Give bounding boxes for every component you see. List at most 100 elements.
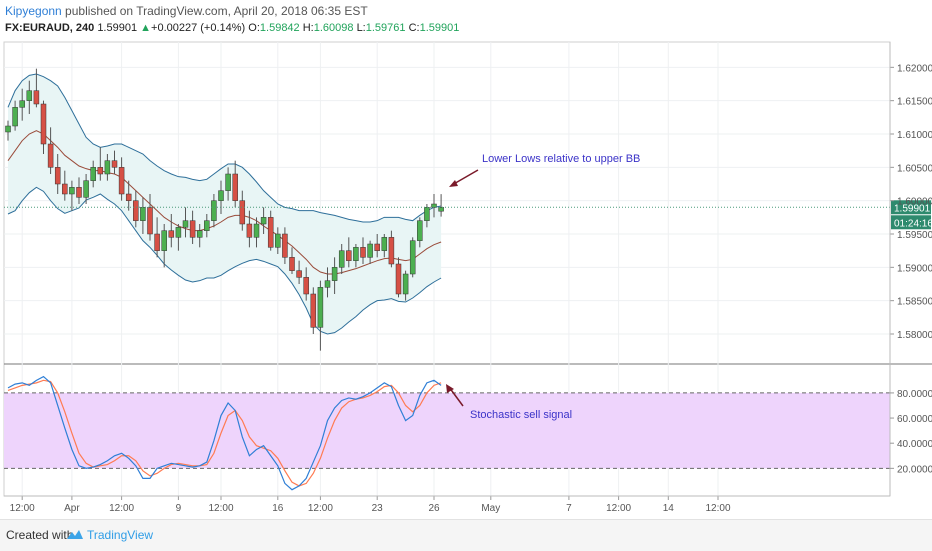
candle: [239, 200, 246, 225]
candle: [196, 230, 203, 238]
candle: [438, 207, 444, 212]
price-change: +0.00227 (+0.14%): [151, 22, 246, 34]
open-value: 1.59842: [259, 22, 300, 34]
author-name[interactable]: Kipyegonn: [5, 4, 62, 18]
candle: [125, 193, 132, 201]
osc-tick-label: 40.0000: [897, 439, 932, 450]
osc-tick-label: 80.0000: [897, 389, 932, 400]
candle: [140, 207, 146, 221]
last-price-tag: [891, 200, 931, 215]
candle: [97, 167, 104, 175]
high-label: H:: [302, 22, 314, 34]
candle: [253, 223, 260, 238]
candle: [182, 220, 189, 228]
created-with-text: Created with: [6, 528, 74, 542]
price-tick-label: 1.60500: [897, 163, 932, 174]
candle: [5, 125, 11, 133]
time-tick-label: 12:00: [606, 503, 631, 514]
candle: [26, 90, 33, 101]
published-text: published on TradingView.com, April 20, …: [61, 4, 368, 18]
candle: [381, 237, 388, 251]
candle: [168, 230, 175, 238]
footer: Created with TradingView: [0, 519, 932, 551]
open-label: O:: [248, 22, 260, 34]
candle: [62, 183, 68, 195]
tradingview-logo-icon: [67, 530, 83, 539]
price-tick-label: 1.59000: [897, 263, 932, 274]
stochastic-k-line: [7, 375, 442, 491]
candle: [367, 243, 373, 258]
candle: [12, 107, 18, 127]
candle: [346, 250, 352, 261]
bollinger-lower: [7, 186, 442, 335]
time-tick-label: 26: [428, 503, 440, 514]
osc-tick-label: 60.0000: [897, 414, 932, 425]
candle: [90, 167, 96, 181]
countdown-label: 01:24:16: [894, 218, 932, 229]
stochastic-d-line: [7, 379, 442, 487]
candle: [260, 217, 267, 225]
close-label: C:: [408, 22, 420, 34]
candle: [154, 233, 160, 251]
candle: [189, 220, 196, 238]
chart-canvas[interactable]: 1.59901 01:24:16 1.62000 1.61500 1.61000 1.6…: [0, 0, 932, 519]
price-tick-label: 1.62000: [897, 63, 932, 74]
candle: [111, 160, 118, 168]
candle: [388, 237, 395, 265]
candle: [409, 240, 416, 275]
time-tick-label: 12:00: [10, 503, 35, 514]
candle: [118, 167, 125, 195]
symbol-label: FX:EURAUD, 240: [5, 22, 95, 34]
time-tick-label: 9: [176, 503, 182, 514]
tradingview-brand[interactable]: TradingView: [87, 528, 154, 542]
candle: [402, 273, 409, 295]
time-tick-label: 14: [663, 503, 675, 514]
candle: [175, 227, 182, 238]
time-tick-label: 12:00: [109, 503, 134, 514]
time-tick-label: 12:00: [705, 503, 730, 514]
candle: [317, 287, 324, 328]
candle: [296, 270, 302, 278]
close-value: 1.59901: [419, 22, 460, 34]
candle: [19, 100, 25, 108]
time-tick-label: 23: [372, 503, 384, 514]
candle: [83, 180, 89, 198]
price-tick-label: 1.61500: [897, 97, 932, 108]
time-tick-label: Apr: [64, 503, 80, 514]
ohlc-legend: FX:EURAUD, 240 1.59901 ▲+0.00227 (+0.14%…: [5, 22, 459, 34]
candle: [211, 200, 217, 221]
price-tick-label: 1.60000: [897, 197, 932, 208]
candle: [360, 247, 366, 258]
candle: [395, 263, 402, 295]
candle: [303, 277, 309, 295]
time-tick-label: May: [481, 503, 500, 514]
candle: [424, 207, 430, 221]
price-annotation: Lower Lows relative to upper BB: [482, 153, 640, 165]
time-tick-label: 12:00: [308, 503, 333, 514]
candle: [47, 143, 54, 168]
candle: [282, 233, 288, 258]
publish-info: Kipyegonn published on TradingView.com, …: [5, 4, 368, 18]
candle: [232, 173, 238, 201]
candle: [218, 190, 224, 201]
candle: [310, 293, 317, 328]
candle: [246, 223, 253, 238]
price-tick-label: 1.59500: [897, 230, 932, 241]
candle: [324, 280, 331, 288]
candle: [353, 247, 359, 261]
candle: [267, 217, 274, 248]
candle: [275, 233, 281, 248]
price-tick-label: 1.61000: [897, 130, 932, 141]
candle: [204, 220, 210, 231]
oscillator-annotation: Stochastic sell signal: [470, 409, 572, 421]
time-tick-label: 7: [566, 503, 572, 514]
price-tick-label: 1.58500: [897, 297, 932, 308]
up-arrow-icon: ▲: [140, 22, 152, 34]
low-label: L:: [356, 22, 366, 34]
price-tick-label: 1.58000: [897, 330, 932, 341]
last-price: 1.59901: [97, 22, 138, 34]
candle: [54, 167, 61, 185]
time-tick-label: 12:00: [208, 503, 233, 514]
candle: [289, 257, 295, 271]
candle: [76, 187, 82, 198]
